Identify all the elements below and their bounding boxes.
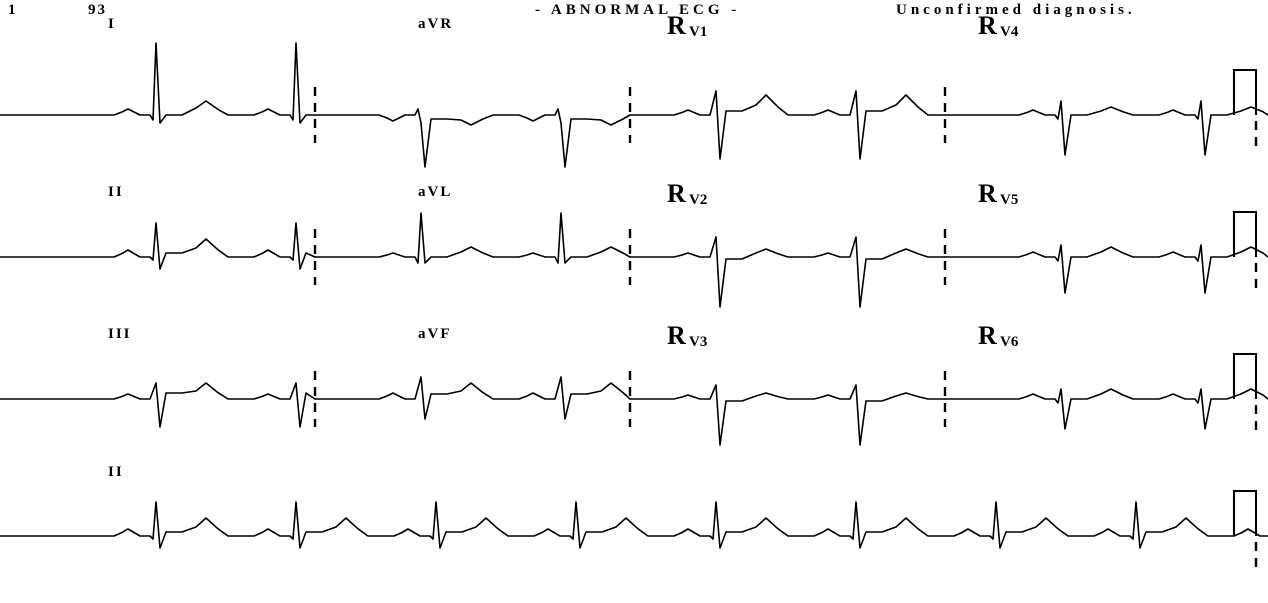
lead-label-aVR: aVR: [418, 16, 453, 32]
svg-text:R: R: [667, 11, 686, 40]
svg-text:R: R: [978, 11, 997, 40]
trace-V1: [630, 91, 945, 159]
header-rate: 93: [88, 2, 107, 18]
trace-aVR: [315, 109, 630, 167]
calibration-pulse: [1234, 491, 1256, 536]
svg-text:V1: V1: [689, 24, 707, 40]
lead-label-aVL: aVL: [418, 184, 452, 200]
svg-text:V6: V6: [1000, 334, 1019, 350]
trace-V4: [945, 101, 1268, 155]
trace-aVL: [315, 213, 630, 263]
lead-label-V3: RV3: [667, 321, 707, 350]
lead-label-V2: RV2: [667, 179, 707, 208]
svg-text:V2: V2: [689, 192, 707, 208]
svg-text:R: R: [667, 321, 686, 350]
trace-aVF: [315, 377, 630, 419]
lead-label-III: III: [108, 326, 132, 342]
trace-V2: [630, 237, 945, 307]
trace-III: [0, 383, 315, 427]
header-col1: 1: [8, 2, 18, 18]
lead-label-V5: RV5: [978, 179, 1018, 208]
trace-II: [0, 502, 1268, 548]
svg-text:R: R: [978, 321, 997, 350]
lead-label-II: II: [108, 464, 124, 480]
lead-label-II: II: [108, 184, 124, 200]
trace-II: [0, 223, 315, 269]
header-unconfirmed: Unconfirmed diagnosis.: [896, 2, 1136, 18]
trace-V6: [945, 389, 1268, 429]
svg-text:V5: V5: [1000, 192, 1018, 208]
trace-V5: [945, 245, 1268, 293]
svg-text:R: R: [667, 179, 686, 208]
lead-label-V6: RV6: [978, 321, 1019, 350]
lead-label-I: I: [108, 16, 116, 32]
ecg-strip: 1 93 - ABNORMAL ECG - Unconfirmed diagnosis…: [0, 0, 1268, 603]
svg-text:V4: V4: [1000, 24, 1019, 40]
header-abnormal: - ABNORMAL ECG -: [535, 2, 740, 18]
trace-V3: [630, 385, 945, 445]
lead-label-aVF: aVF: [418, 326, 452, 342]
svg-text:V3: V3: [689, 334, 707, 350]
trace-I: [0, 43, 315, 123]
svg-text:R: R: [978, 179, 997, 208]
